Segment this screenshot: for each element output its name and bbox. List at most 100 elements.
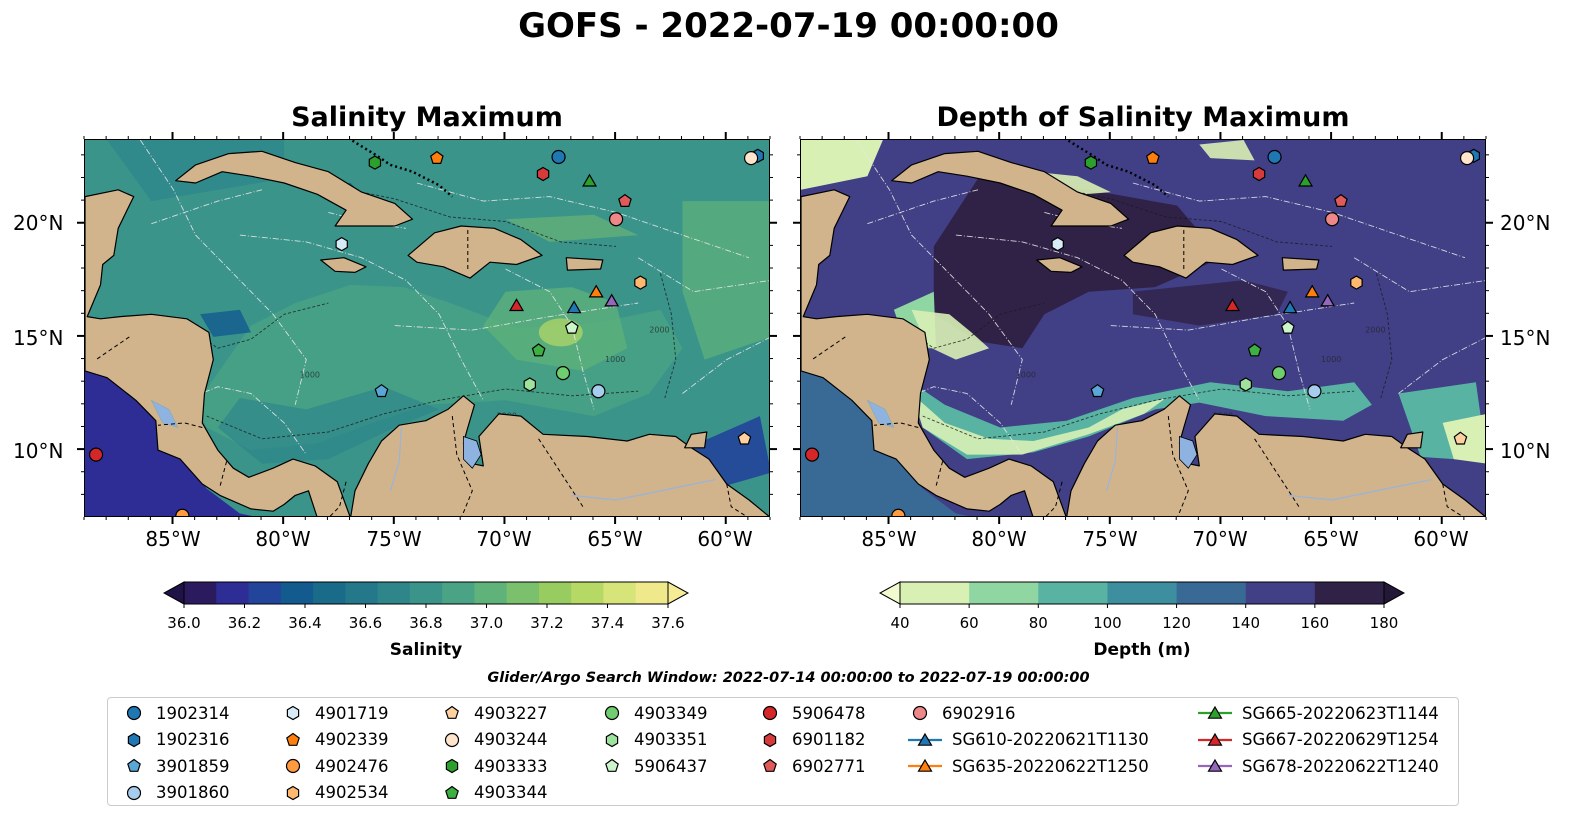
marker-5906437[interactable] [564, 320, 579, 334]
legend-label: 5906437 [634, 756, 708, 776]
marker-3901860[interactable] [591, 384, 606, 399]
marker-6901182[interactable] [536, 166, 550, 182]
marker-5906437[interactable] [1280, 320, 1295, 334]
marker-legend: 1902314 1902316 3901859 3901860 4901719 49023… [107, 697, 1459, 806]
legend-item-4901719: 4901719 [281, 701, 389, 725]
marker-6902916[interactable] [608, 212, 624, 227]
marker-4903227[interactable] [1453, 431, 1468, 445]
lon-label-75w: 75°W [366, 527, 422, 551]
contour-label: 1000 [1321, 355, 1341, 364]
legend-label: 4903351 [634, 730, 708, 749]
marker-4902339[interactable] [429, 150, 444, 164]
lat-label-15n-right: 15°N [1500, 326, 1551, 350]
marker-1902314[interactable] [551, 149, 566, 165]
legend-label: 4903349 [634, 703, 708, 723]
marker-4903349[interactable] [555, 366, 571, 381]
marker-4903349[interactable] [1271, 366, 1287, 381]
lat-label-10n: 10°N [13, 439, 64, 463]
salinity-depth-map[interactable]: 1000100020002000 [800, 139, 1486, 517]
marker-3901859[interactable] [1090, 383, 1105, 398]
marker-4902534[interactable] [634, 275, 647, 290]
salinity-colorbar-tick: 37.4 [590, 614, 625, 632]
pentagon-marker-icon [127, 758, 141, 772]
legend-label: 5906478 [792, 703, 866, 723]
marker-SG667-20220629T1254[interactable] [508, 298, 525, 312]
legend-item-SG610-20220621T1130: SG610-20220621T1130 [908, 728, 1149, 752]
pentagon-marker-icon [605, 758, 619, 772]
lon-label-70w-right: 70°W [1192, 527, 1248, 551]
marker-5906478[interactable] [88, 447, 104, 462]
hexagon-marker-icon [127, 732, 141, 747]
hexagon-marker-icon [286, 785, 300, 800]
salinity-colorbar-tick: 37.6 [651, 614, 685, 632]
salinity-colorbar-tick: 36.0 [167, 614, 201, 632]
legend-label: SG678-20220622T1240 [1242, 756, 1439, 776]
triangle-marker-icon [1198, 758, 1232, 772]
marker-4903333[interactable] [368, 155, 382, 170]
lon-label-70w: 70°W [476, 527, 532, 551]
marker-4901719[interactable] [335, 236, 348, 252]
marker-5906478[interactable] [804, 447, 820, 462]
legend-label: 1902316 [156, 730, 230, 749]
salinity-colorbar-tick: 37.2 [530, 614, 564, 632]
contour-label: 1000 [605, 355, 625, 364]
marker-3901859[interactable] [374, 383, 389, 398]
circle-marker-icon [126, 785, 142, 800]
marker-4903244[interactable] [1459, 151, 1475, 166]
lon-label-60w: 60°W [697, 527, 753, 551]
marker-4902476[interactable] [175, 508, 190, 517]
legend-item-4903227: 4903227 [440, 701, 548, 725]
marker-1902314[interactable] [1267, 149, 1282, 165]
legend-label: 4902339 [315, 730, 389, 749]
contour-label: 2000 [649, 325, 669, 334]
marker-SG665-20220623T1144[interactable] [1298, 173, 1314, 187]
legend-item-4902339: 4902339 [281, 728, 389, 752]
hexagon-marker-icon [763, 732, 777, 747]
marker-SG667-20220629T1254[interactable] [1224, 298, 1241, 312]
circle-marker-icon [912, 705, 928, 721]
marker-SG635-20220622T1250[interactable] [588, 284, 604, 298]
marker-SG678-20220622T1240[interactable] [1320, 293, 1336, 307]
marker-4903244[interactable] [743, 151, 759, 166]
pentagon-marker-icon [286, 732, 300, 746]
marker-4902476[interactable] [891, 508, 906, 517]
hexagon-marker-icon [445, 758, 459, 774]
depth-map-canvas: 1000100020002000 [801, 140, 1485, 517]
marker-4902534[interactable] [1350, 275, 1363, 290]
marker-4902339[interactable] [1145, 150, 1160, 164]
legend-label: 6901182 [792, 730, 866, 749]
depth-colorbar-tick: 60 [959, 614, 979, 632]
lon-label-80w-right: 80°W [971, 527, 1027, 551]
marker-SG610-20220621T1130[interactable] [1282, 300, 1298, 314]
marker-3901860[interactable] [1307, 384, 1322, 399]
depth-colorbar-tick: 120 [1162, 614, 1191, 632]
marker-4903351[interactable] [523, 377, 536, 392]
marker-4903344[interactable] [531, 343, 546, 357]
marker-4903344[interactable] [1247, 343, 1262, 357]
legend-label: SG610-20220621T1130 [952, 730, 1149, 749]
salinity-colorbar-tick: 36.4 [288, 614, 322, 632]
marker-6902771[interactable] [618, 193, 632, 208]
right-panel-title: Depth of Salinity Maximum [936, 102, 1350, 133]
marker-SG665-20220623T1144[interactable] [582, 173, 598, 187]
marker-4903351[interactable] [1239, 377, 1252, 392]
marker-4903227[interactable] [737, 431, 752, 445]
salinity-colorbar-label: Salinity [389, 640, 463, 660]
circle-marker-icon [285, 758, 301, 774]
marker-6902771[interactable] [1334, 193, 1348, 208]
marker-SG635-20220622T1250[interactable] [1304, 284, 1320, 298]
marker-SG610-20220621T1130[interactable] [566, 300, 582, 314]
marker-6902916[interactable] [1324, 212, 1340, 227]
hexagon-marker-icon [605, 732, 619, 747]
salinity-max-map[interactable]: 1000100020002000 [84, 139, 770, 517]
legend-label: 4902476 [315, 756, 389, 776]
marker-4903333[interactable] [1084, 155, 1098, 170]
circle-marker-icon [762, 705, 778, 721]
contour-label: 1000 [1016, 371, 1036, 380]
legend-label: SG667-20220629T1254 [1242, 730, 1439, 749]
marker-4901719[interactable] [1051, 236, 1064, 252]
depth-colorbar-tick: 160 [1300, 614, 1330, 632]
legend-label: 3901859 [156, 756, 230, 776]
marker-6901182[interactable] [1252, 166, 1266, 182]
marker-SG678-20220622T1240[interactable] [604, 293, 620, 307]
